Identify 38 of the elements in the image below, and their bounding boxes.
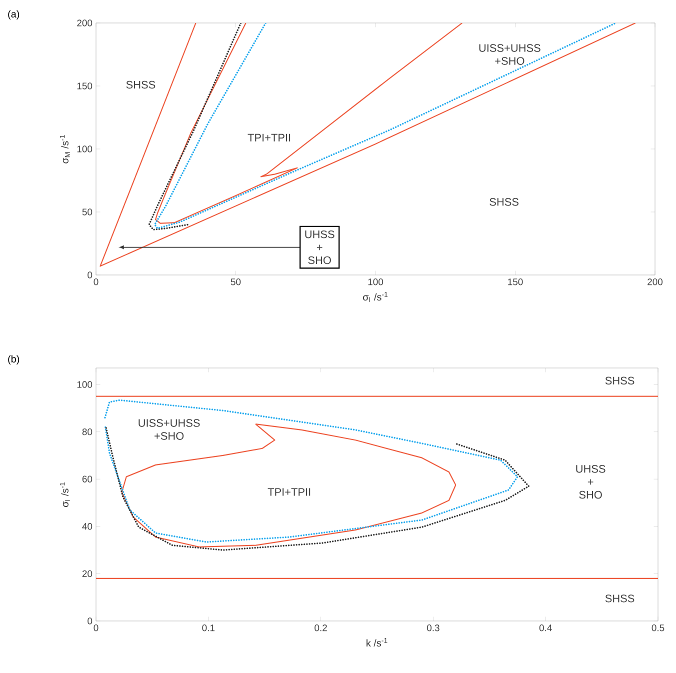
annotation: SHSS <box>126 80 156 89</box>
x-tick-label: 50 <box>230 278 241 286</box>
y-tick-label: 100 <box>77 381 92 388</box>
annotation: TPI+TPII <box>248 134 290 142</box>
annotation: TPI+TPII <box>268 488 310 496</box>
y-tick-label: 200 <box>77 20 92 26</box>
x-axis-title: σ$_{I}$ /s$^{-1}$ <box>363 292 388 302</box>
y-tick-label: 80 <box>82 428 92 436</box>
x-tick-label: 0.4 <box>539 624 552 632</box>
annotation: UHSS + SHO <box>576 465 606 499</box>
x-tick-label: 0.3 <box>427 624 440 632</box>
x-tick-label: 150 <box>508 278 523 286</box>
x-tick-label: 0.1 <box>202 624 215 632</box>
x-tick-label: 0 <box>94 624 98 632</box>
annotation: SHSS <box>605 594 634 602</box>
x-tick-label: 200 <box>648 278 663 286</box>
y-tick-label: 150 <box>77 82 92 90</box>
x-tick-label: 0.2 <box>314 624 327 632</box>
annotation: UISS+UHSS +SHO <box>138 419 200 440</box>
x-tick-label: 0.5 <box>652 624 664 632</box>
annotation: UISS+UHSS +SHO <box>479 44 540 65</box>
y-tick-label: 50 <box>82 208 92 216</box>
x-tick-label: 100 <box>368 278 384 286</box>
y-tick-label: 0 <box>88 618 92 624</box>
text: (b) <box>8 355 20 364</box>
x-tick-label: 0 <box>94 278 98 286</box>
x-axis-title: k /s$^{-1}$ <box>366 638 388 647</box>
y-tick-label: 60 <box>82 476 92 482</box>
y-tick-label: 0 <box>88 272 92 278</box>
y-axis-title: σ$_{I}$ /s$^{-1}$ <box>60 482 70 507</box>
y-tick-label: 20 <box>82 570 92 578</box>
y-axis-title: σ$_{M}$ /s$^{-1}$ <box>60 134 70 164</box>
annotation: SHSS <box>490 198 518 206</box>
y-tick-label: 100 <box>77 146 92 152</box>
text: (a) <box>8 10 20 20</box>
annotation: SHSS <box>605 376 634 385</box>
annotation: UHSS + SHO <box>305 230 334 264</box>
y-tick-label: 40 <box>82 523 92 530</box>
